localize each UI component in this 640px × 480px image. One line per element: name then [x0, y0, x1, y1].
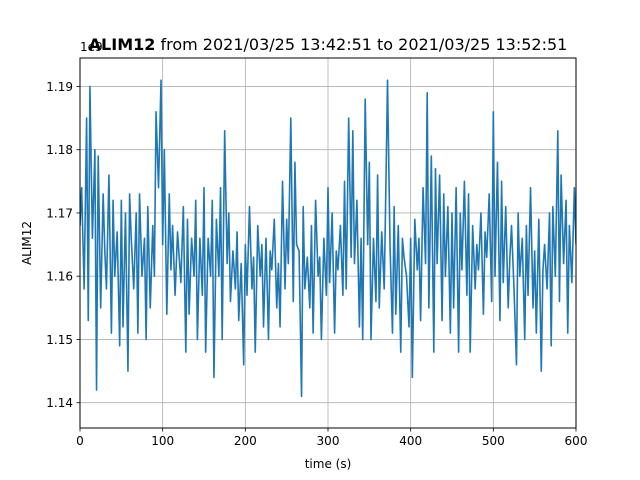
chart-title: ALIM12 from 2021/03/25 13:42:51 to 2021/… — [89, 35, 568, 54]
y-axis-label: ALIM12 — [20, 221, 34, 265]
y-tick-label: 1.16 — [46, 270, 73, 284]
x-tick-label: 400 — [399, 434, 422, 448]
y-tick-label: 1.15 — [46, 333, 73, 347]
x-tick-label: 300 — [317, 434, 340, 448]
y-tick-label: 1.14 — [46, 396, 73, 410]
title-series-name: ALIM12 — [89, 35, 156, 54]
x-tick-label: 200 — [234, 434, 257, 448]
x-tick-label: 100 — [151, 434, 174, 448]
x-tick-label: 0 — [76, 434, 84, 448]
offset-label: 1e9 — [80, 40, 103, 54]
x-axis-label: time (s) — [305, 457, 352, 471]
y-tick-label: 1.19 — [46, 80, 73, 94]
x-tick-label: 500 — [482, 434, 505, 448]
title-time-range: from 2021/03/25 13:42:51 to 2021/03/25 1… — [155, 35, 567, 54]
y-tick-label: 1.18 — [46, 143, 73, 157]
y-tick-label: 1.17 — [46, 206, 73, 220]
x-axis-ticks: 0 100 200 300 400 500 600 — [76, 428, 587, 448]
series-line — [80, 79, 576, 398]
y-axis-ticks: 1.14 1.15 1.16 1.17 1.18 1.19 — [46, 80, 80, 410]
x-tick-label: 600 — [565, 434, 588, 448]
